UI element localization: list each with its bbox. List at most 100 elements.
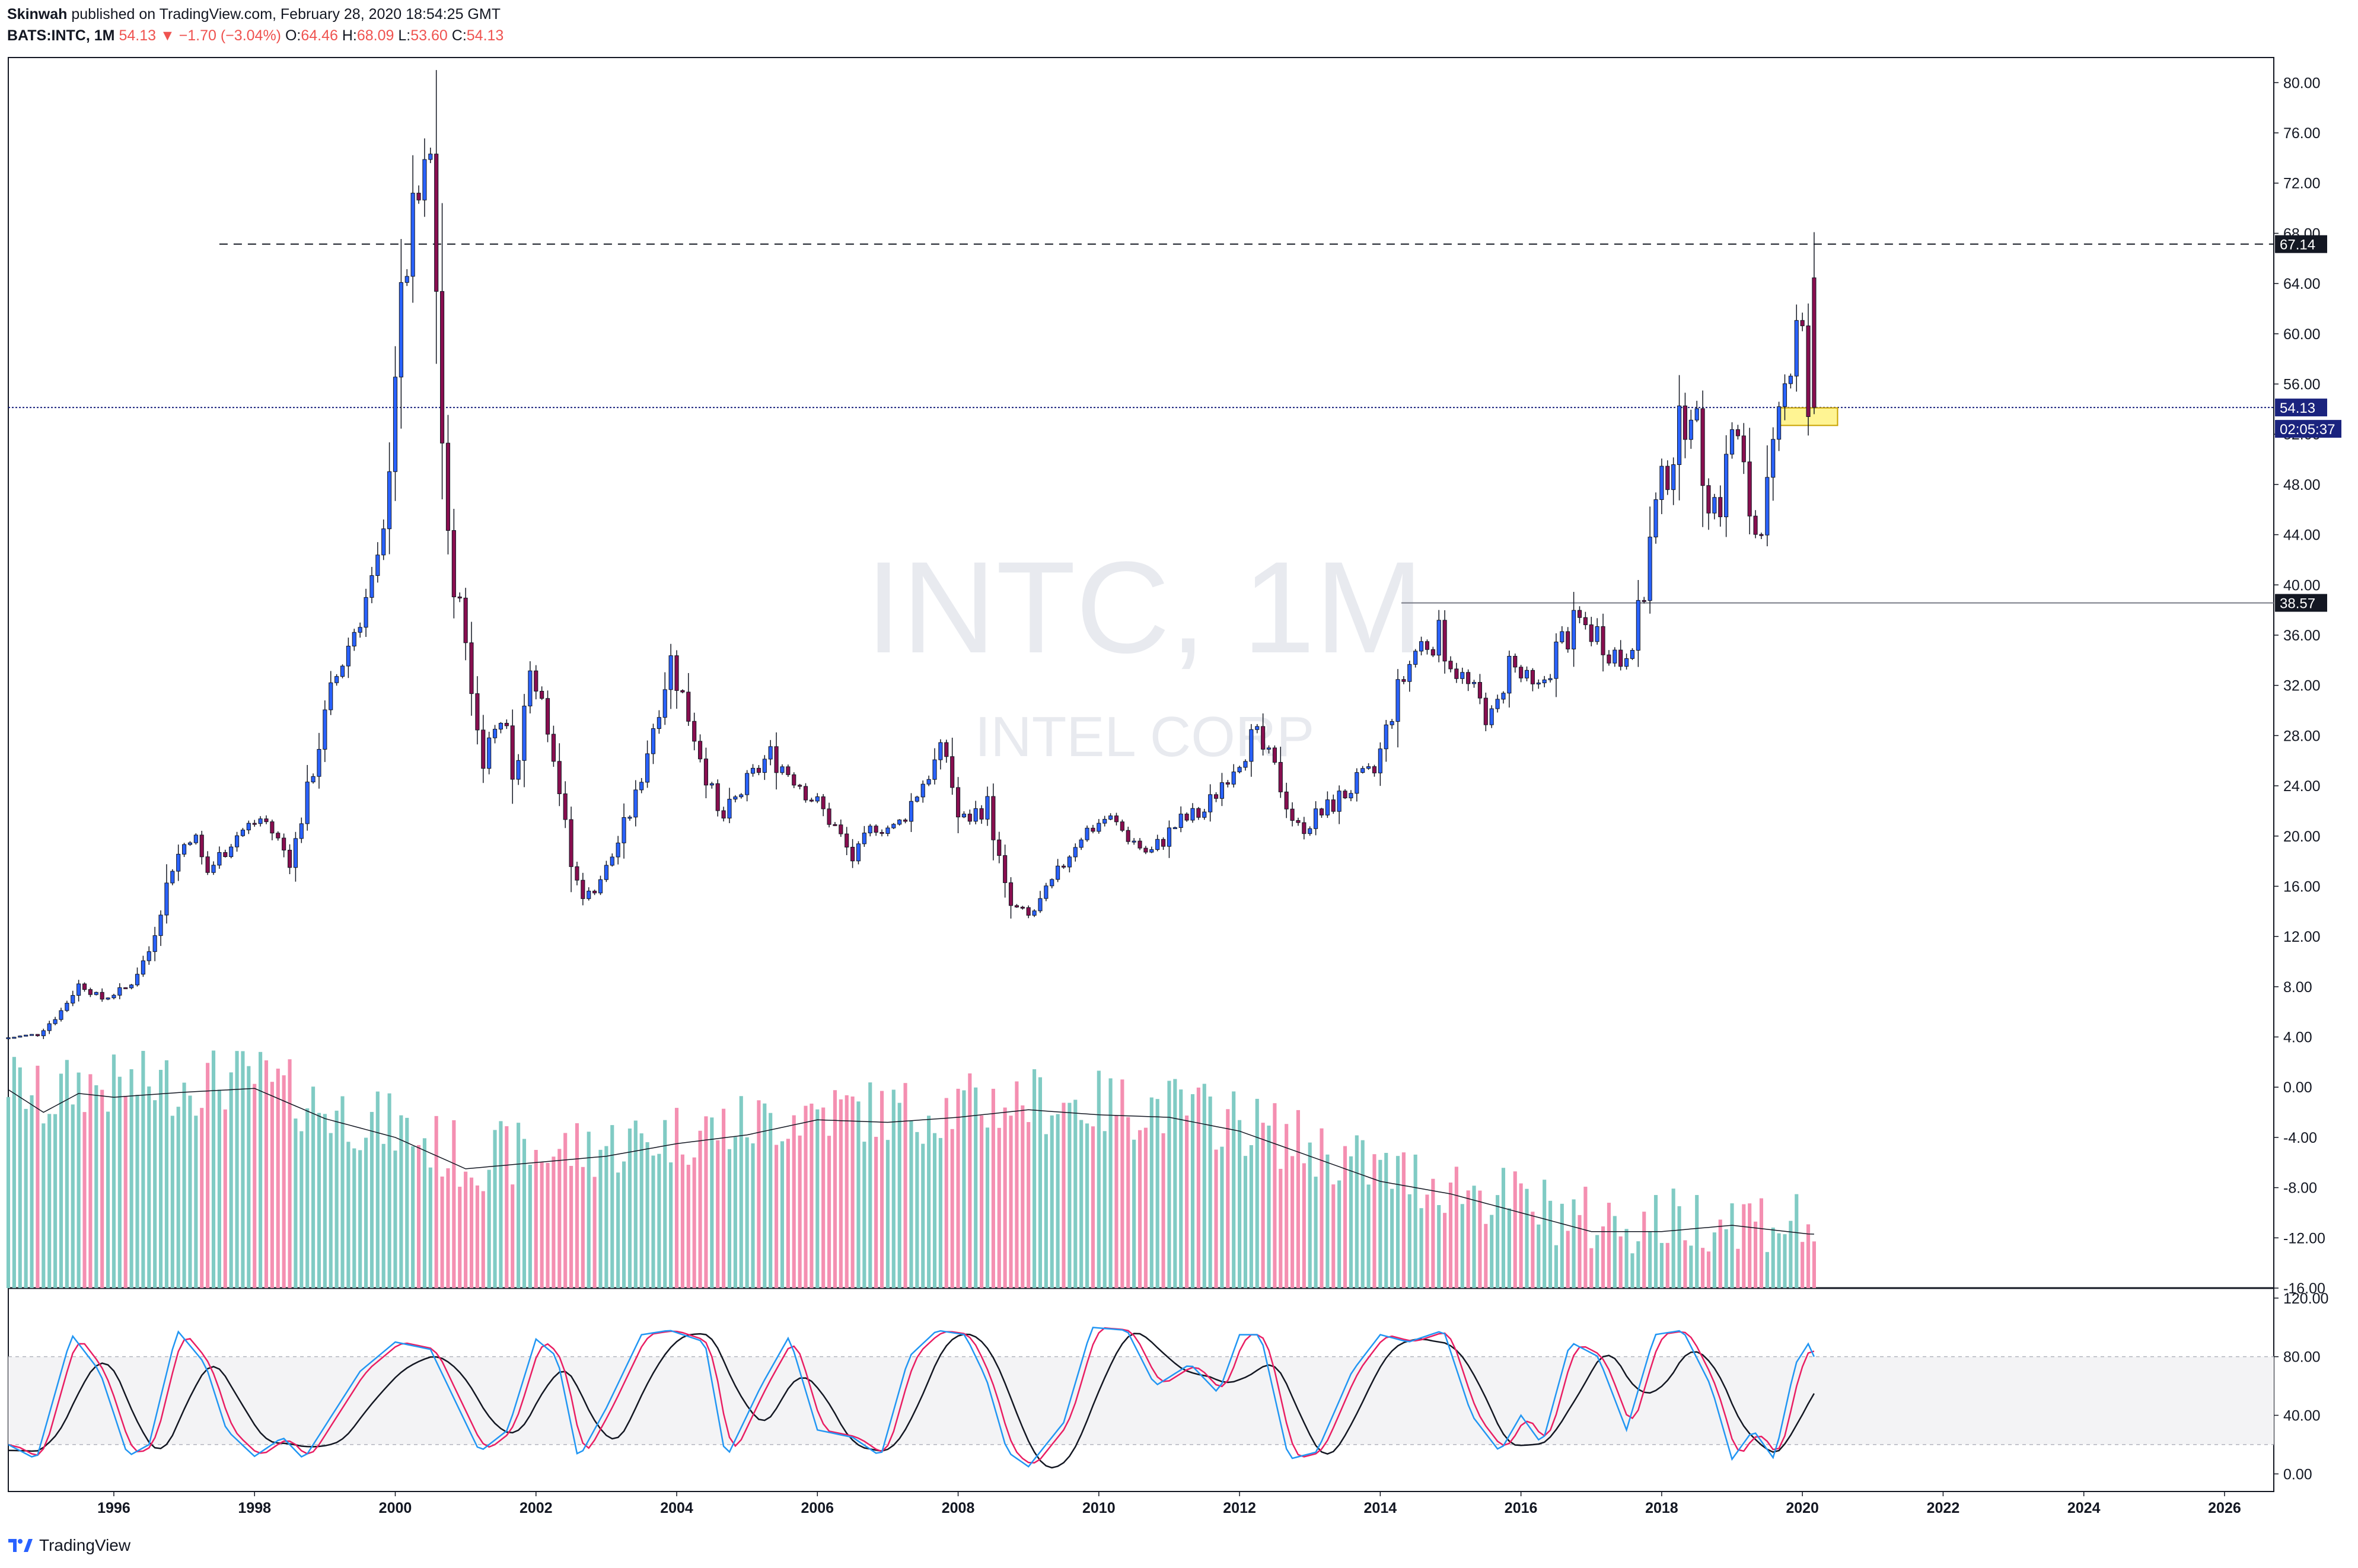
candle-body xyxy=(1536,682,1541,684)
candle-body xyxy=(82,983,87,990)
candle-body xyxy=(428,154,433,160)
candle-body xyxy=(575,866,579,881)
candlestick-series[interactable] xyxy=(6,70,1817,1040)
volume-bar xyxy=(540,1162,544,1288)
candle-body xyxy=(229,846,234,858)
candle-body xyxy=(6,1037,11,1040)
candle-body xyxy=(457,597,462,599)
time-axis[interactable]: 1996 1998 2000 2002 2004 2006 2008 2010 2012 2014… xyxy=(97,1491,2241,1516)
candle-body xyxy=(152,935,157,952)
candle-body xyxy=(1355,772,1359,794)
open-value: 64.46 xyxy=(301,27,338,44)
ohlc-legend: BATS:INTC, 1M 54.13 ▼ −1.70 (−3.04%) O:6… xyxy=(7,25,504,46)
volume-bar xyxy=(59,1073,63,1288)
volume-bar xyxy=(375,1091,380,1288)
time-tick-label: 2024 xyxy=(2067,1500,2101,1516)
volume-bar xyxy=(276,1068,280,1288)
time-tick-label: 2022 xyxy=(1927,1500,1960,1516)
price-tick-label: 28.00 xyxy=(2283,728,2321,744)
stoch-tick-label: 80.00 xyxy=(2283,1349,2321,1366)
candle-body xyxy=(645,753,650,783)
candle-body xyxy=(264,818,269,823)
volume-bar xyxy=(1513,1171,1517,1288)
volume-bar xyxy=(1759,1198,1764,1288)
volume-bar xyxy=(1196,1087,1200,1288)
volume-bar xyxy=(710,1117,714,1288)
symbol-label[interactable]: BATS:INTC, 1M xyxy=(7,27,115,44)
volume-bar xyxy=(1454,1167,1458,1288)
volume-bar xyxy=(1079,1120,1084,1288)
volume-bar xyxy=(1501,1168,1506,1288)
candle-body xyxy=(223,852,228,858)
stochastic-rsi-pane[interactable] xyxy=(8,1327,2274,1469)
price-axis[interactable]: 80.0076.0072.0068.0064.0060.0056.0052.00… xyxy=(2274,75,2328,1483)
candle-body xyxy=(1143,847,1148,853)
volume-bar xyxy=(340,1096,345,1288)
volume-bar xyxy=(317,1113,321,1288)
candle-body xyxy=(703,758,709,786)
candle-body xyxy=(164,882,169,916)
volume-bar xyxy=(299,1131,304,1288)
volume-bar xyxy=(763,1103,767,1288)
volume-bar xyxy=(1543,1180,1547,1288)
candle-body xyxy=(1202,811,1207,818)
candle-body xyxy=(616,842,620,858)
volume-bar xyxy=(1789,1220,1793,1288)
candle-body xyxy=(1653,499,1658,538)
volume-bar xyxy=(1407,1194,1411,1288)
volume-bar xyxy=(1155,1099,1159,1288)
candle-body xyxy=(1225,782,1230,785)
candle-body xyxy=(1114,815,1119,823)
volume-bar xyxy=(956,1088,960,1288)
time-tick-label: 1996 xyxy=(97,1500,130,1516)
candle-body xyxy=(293,838,298,868)
candle-body xyxy=(739,794,744,798)
candle-body xyxy=(416,193,421,200)
volume-bar xyxy=(88,1074,93,1288)
volume-bar xyxy=(985,1127,990,1288)
volume-bar xyxy=(757,1100,761,1288)
candle-body xyxy=(106,997,110,1000)
volume-bar xyxy=(517,1123,521,1288)
candle-body xyxy=(891,824,896,828)
candle-body xyxy=(29,1034,34,1036)
candle-body xyxy=(1337,791,1341,812)
candle-body xyxy=(1636,600,1640,651)
candle-body xyxy=(1648,537,1652,601)
candle-body xyxy=(492,729,498,738)
candle-body xyxy=(914,796,919,802)
candle-body xyxy=(135,974,140,986)
volume-bar xyxy=(1126,1117,1130,1288)
candle-body xyxy=(592,890,597,894)
volume-bar xyxy=(1801,1242,1805,1288)
volume-bar xyxy=(452,1120,456,1288)
volume-bar xyxy=(733,1137,737,1288)
candle-body xyxy=(65,1003,69,1011)
volume-bar xyxy=(1578,1215,1582,1288)
volume-bar xyxy=(932,1133,937,1288)
volume-bar xyxy=(1613,1216,1617,1288)
candle-body xyxy=(1677,405,1682,465)
candle-body xyxy=(955,787,961,818)
tradingview-logo[interactable]: TradingView xyxy=(7,1536,130,1555)
candle-body xyxy=(516,760,521,780)
volume-bar xyxy=(1044,1134,1048,1288)
candle-body xyxy=(299,823,304,839)
volume-bar xyxy=(235,1051,239,1288)
candle-body xyxy=(1073,847,1078,858)
candle-body xyxy=(1583,617,1588,626)
price-tick-label: 12.00 xyxy=(2283,929,2321,945)
publisher-user[interactable]: Skinwah xyxy=(7,6,68,23)
volume-bar xyxy=(1595,1235,1599,1288)
close-value: 54.13 xyxy=(466,27,504,44)
volume-bar xyxy=(1161,1133,1165,1288)
volume-bar xyxy=(769,1113,773,1288)
candle-body xyxy=(323,709,327,750)
candle-body xyxy=(1577,610,1582,618)
volume-bar xyxy=(1308,1142,1312,1288)
candle-body xyxy=(563,793,568,820)
horizontal-lines[interactable] xyxy=(8,243,2274,604)
volume-bar xyxy=(170,1116,174,1288)
volume-bar xyxy=(592,1177,597,1288)
